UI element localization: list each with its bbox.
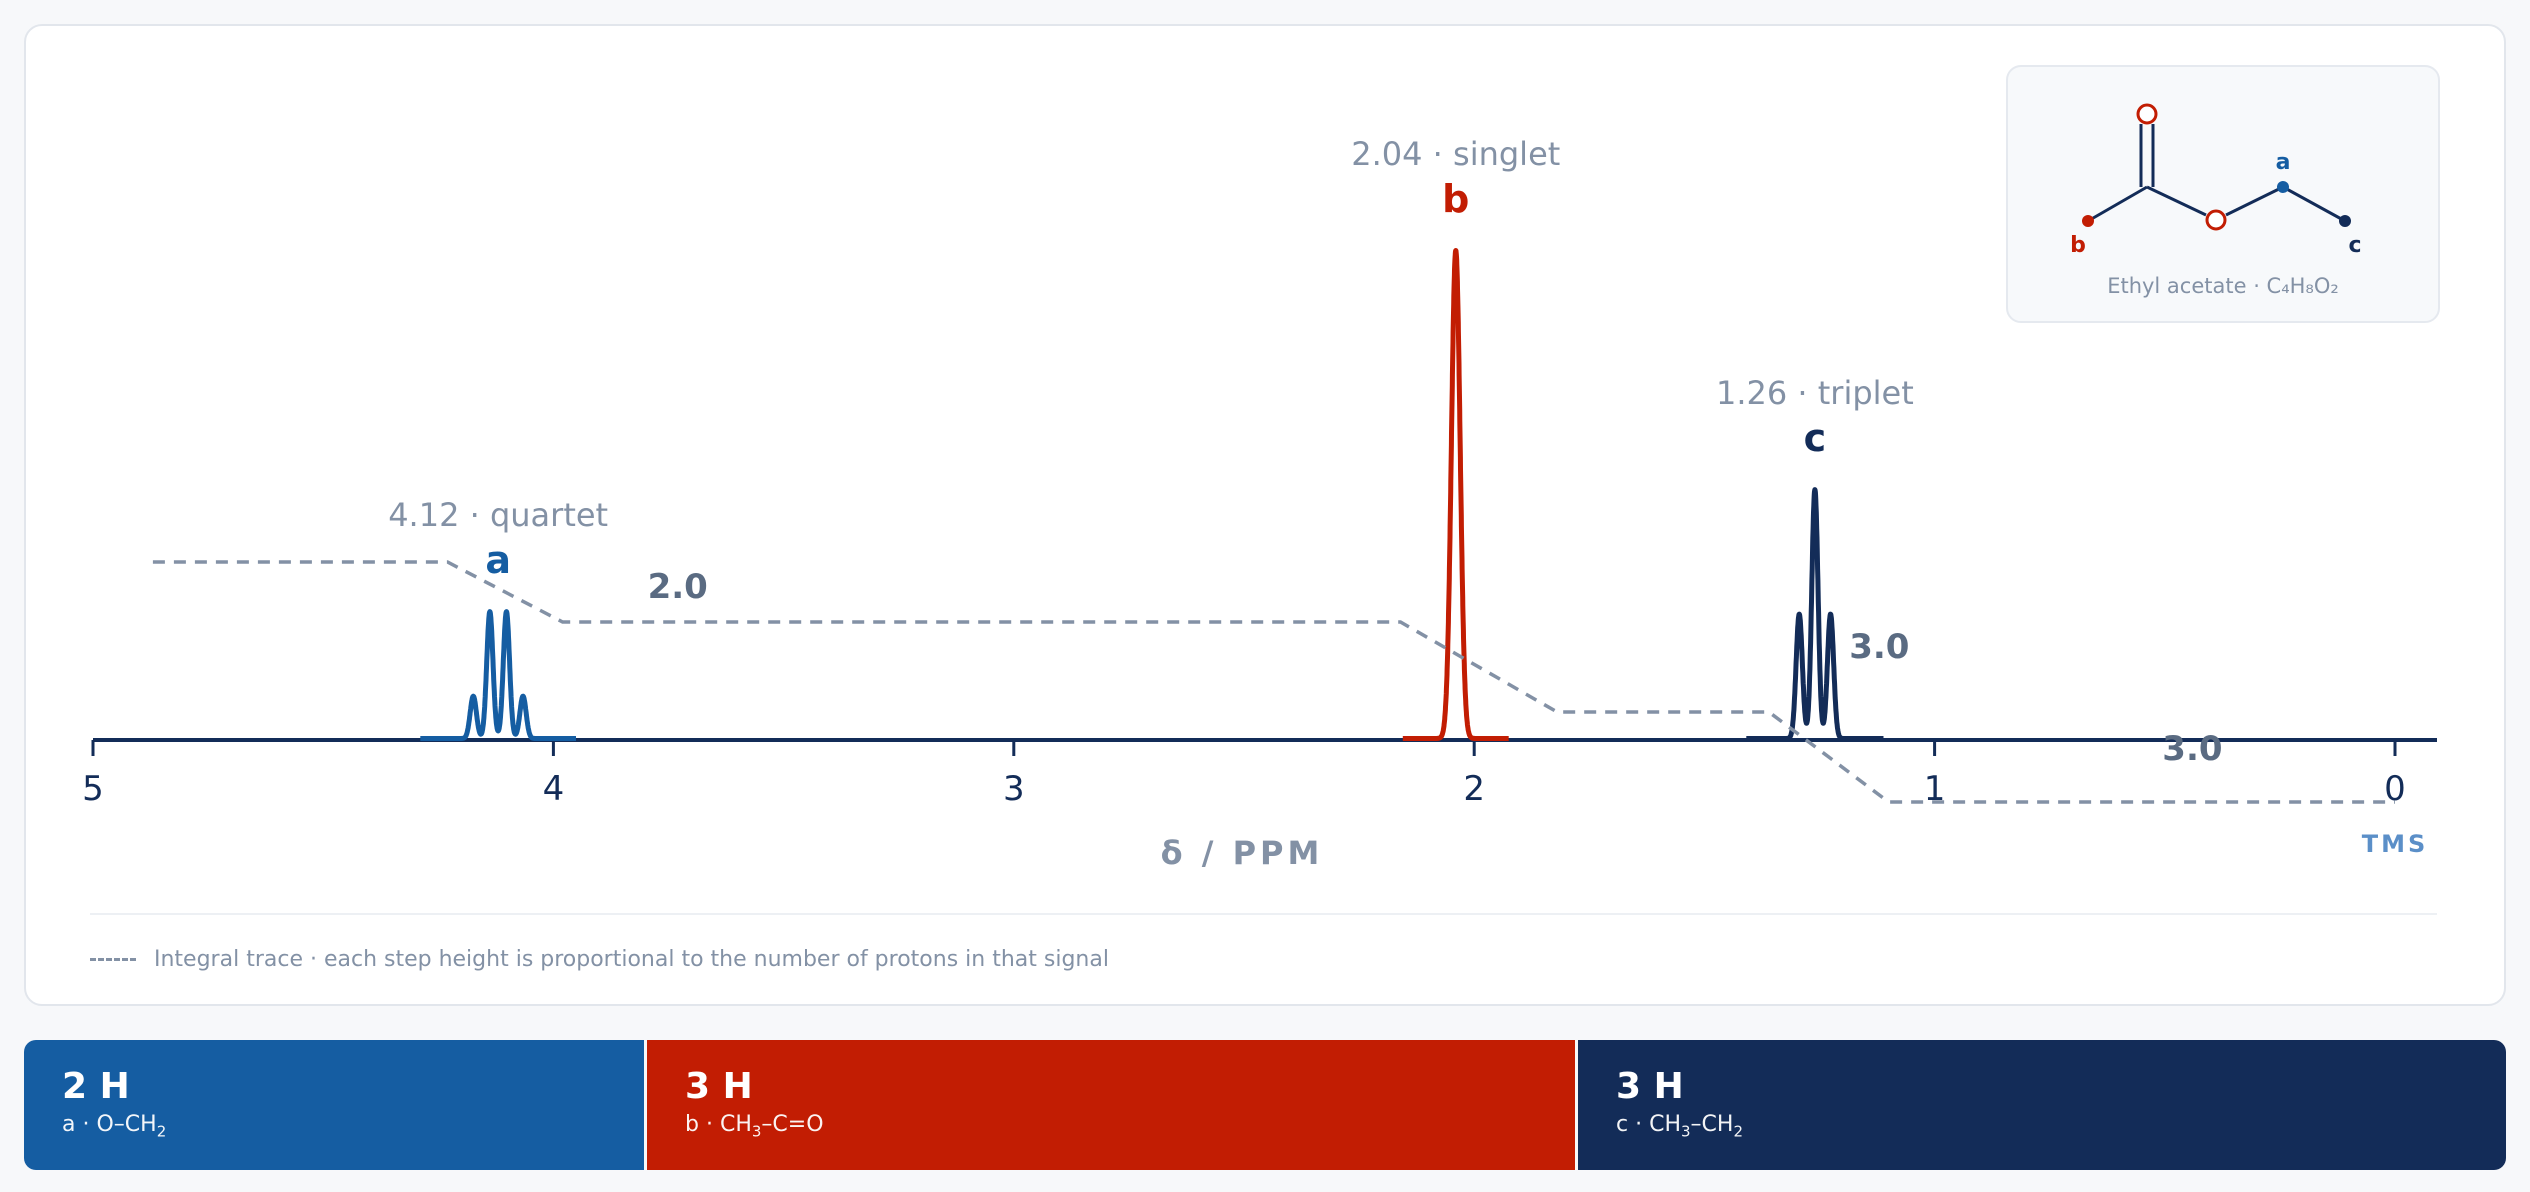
peak-a [418,609,579,741]
atom-label-c: c [2348,233,2361,258]
peak-caption-a: 4.12 · quartet [388,496,608,534]
proton-count-a: 2 H [62,1065,130,1107]
peak-caption-c: 1.26 · triplet [1716,374,1914,412]
integral-legend: Integral trace · each step height is pro… [90,941,1109,977]
atom-b [2082,215,2094,227]
carbonyl-oxygen-atom [2136,103,2158,125]
group-desc-a: a · O–CH2 [62,1111,167,1141]
x-tick-label-5: 5 [82,769,104,809]
peak-b [1400,248,1512,741]
x-tick-label-4: 4 [543,769,565,809]
bond-carbonyl-ester [2146,185,2207,217]
proton-count-bar-c: 3 H c · CH3–CH2 [1578,1040,2506,1170]
proton-count-bar-b: 3 H b · CH3–C=O [647,1040,1575,1170]
group-desc-c: c · CH3–CH2 [1616,1111,1743,1141]
dashed-line-icon [90,957,136,961]
molecule-inset [2006,65,2440,323]
atom-label-b: b [2070,233,2086,258]
x-tick-label-3: 3 [1003,769,1025,809]
peak-label-c: c [1804,416,1827,460]
integral-value-c: 3.0 [2162,729,2222,769]
ester-oxygen-atom [2205,209,2227,231]
molecule-name: Ethyl acetate · C₄H₈O₂ [2107,274,2339,298]
peak-label-a: a [485,538,511,582]
tms-label: TMS [2362,830,2429,858]
bond-a-c [2282,185,2346,223]
x-axis-title: δ / PPM [1161,834,1324,872]
integral-trace [152,560,2395,804]
peak-c [1744,487,1886,741]
bond-ester-a [2225,185,2284,217]
atom-c [2339,215,2351,227]
integral-legend-text: Integral trace · each step height is pro… [154,946,1109,972]
x-tick-label-2: 2 [1463,769,1485,809]
proton-count-c: 3 H [1616,1065,1684,1107]
peak-caption-b: 2.04 · singlet [1351,135,1560,173]
atom-label-a: a [2276,150,2291,175]
bond-b-carbonyl [2087,185,2148,223]
proton-count-b: 3 H [685,1065,753,1107]
integral-value-b: 3.0 [1849,627,1909,667]
integral-value-a: 2.0 [648,567,708,607]
x-tick-label-0: 0 [2384,769,2406,809]
peak-label-b: b [1442,177,1469,221]
x-tick-label-1: 1 [1924,769,1946,809]
group-desc-b: b · CH3–C=O [685,1111,824,1141]
proton-count-bar-a: 2 H a · O–CH2 [24,1040,644,1170]
atom-a [2277,181,2289,193]
